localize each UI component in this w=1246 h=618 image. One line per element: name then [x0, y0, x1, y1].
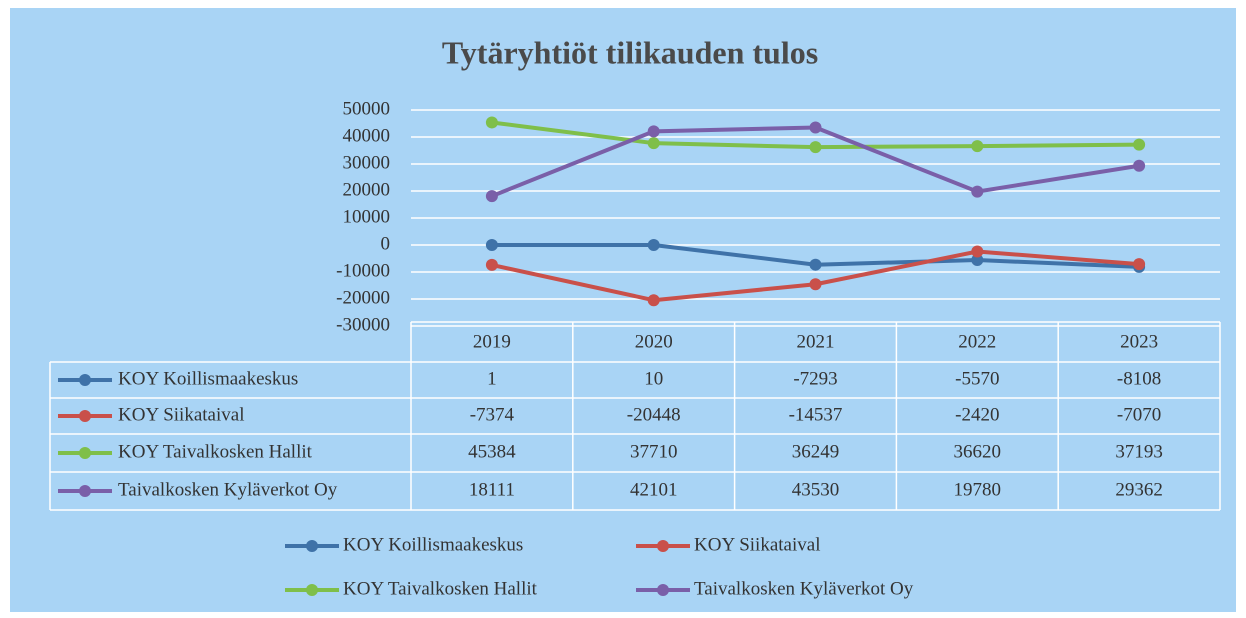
legend-marker — [306, 540, 318, 552]
data-point — [809, 258, 822, 271]
table-cell: -8108 — [1117, 368, 1161, 389]
table-cell: 37193 — [1115, 441, 1163, 462]
data-point — [809, 121, 822, 134]
x-tick-label: 2023 — [1120, 331, 1158, 352]
table-cell: 1 — [487, 368, 497, 389]
x-tick-label: 2019 — [473, 331, 511, 352]
data-point — [1133, 159, 1146, 172]
table-cell: -14537 — [789, 404, 843, 425]
y-tick-label: -10000 — [336, 260, 390, 281]
legend-marker — [306, 584, 318, 596]
table-cell: 19780 — [954, 479, 1002, 500]
data-point — [971, 140, 984, 153]
data-point — [485, 258, 498, 271]
table-cell: 10 — [644, 368, 663, 389]
table-cell: 37710 — [630, 441, 678, 462]
legend-label: KOY Taivalkosken Hallit — [343, 578, 538, 599]
table-cell: -7070 — [1117, 404, 1161, 425]
table-cell: 36620 — [954, 441, 1002, 462]
chart-background — [10, 8, 1236, 612]
table-series-name: KOY Siikataival — [118, 404, 244, 425]
data-point — [1133, 258, 1146, 271]
table-cell: -7374 — [470, 404, 515, 425]
y-tick-label: 40000 — [343, 125, 391, 146]
data-point — [647, 294, 660, 307]
table-cell: -7293 — [793, 368, 837, 389]
y-tick-label: 0 — [381, 233, 391, 254]
y-tick-label: 50000 — [343, 98, 391, 119]
data-point — [647, 238, 660, 251]
x-tick-label: 2022 — [958, 331, 996, 352]
table-series-name: KOY Taivalkosken Hallit — [118, 441, 313, 462]
y-tick-label: 20000 — [343, 179, 391, 200]
data-point — [971, 254, 984, 267]
x-tick-label: 2020 — [635, 331, 673, 352]
table-cell: -20448 — [627, 404, 681, 425]
y-tick-label: -30000 — [336, 314, 390, 335]
table-cell: 29362 — [1115, 479, 1163, 500]
y-tick-label: 10000 — [343, 206, 391, 227]
table-cell: -2420 — [955, 404, 999, 425]
data-point — [647, 125, 660, 138]
table-cell: 45384 — [468, 441, 516, 462]
data-point — [647, 137, 660, 150]
table-cell: -5570 — [955, 368, 999, 389]
data-point — [485, 238, 498, 251]
data-point — [809, 141, 822, 154]
legend-marker — [657, 584, 669, 596]
table-legend-marker — [79, 447, 91, 459]
data-point — [485, 190, 498, 203]
table-legend-marker — [79, 410, 91, 422]
legend-marker — [657, 540, 669, 552]
data-point — [485, 116, 498, 129]
chart-title: Tytäryhtiöt tilikauden tulos — [442, 34, 818, 70]
x-tick-label: 2021 — [797, 331, 835, 352]
table-cell: 36249 — [792, 441, 840, 462]
table-legend-marker — [79, 374, 91, 386]
data-point — [1133, 138, 1146, 151]
legend-label: Taivalkosken Kyläverkot Oy — [694, 578, 914, 599]
data-point — [971, 245, 984, 258]
y-tick-label: -20000 — [336, 287, 390, 308]
legend-label: KOY Koillismaakeskus — [343, 534, 523, 555]
table-cell: 43530 — [792, 479, 840, 500]
y-tick-label: 30000 — [343, 152, 391, 173]
data-point — [971, 185, 984, 198]
table-legend-marker — [79, 485, 91, 497]
data-point — [809, 278, 822, 291]
table-cell: 18111 — [469, 479, 515, 500]
legend-label: KOY Siikataival — [694, 534, 820, 555]
table-series-name: KOY Koillismaakeskus — [118, 368, 298, 389]
table-cell: 42101 — [630, 479, 678, 500]
table-series-name: Taivalkosken Kyläverkot Oy — [118, 479, 338, 500]
